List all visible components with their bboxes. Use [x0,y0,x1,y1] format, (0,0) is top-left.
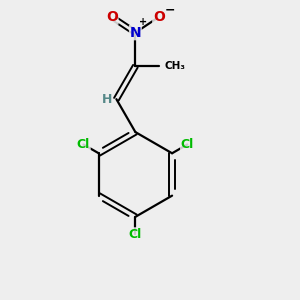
Text: H: H [102,93,112,106]
Text: Cl: Cl [77,138,90,151]
Text: CH₃: CH₃ [165,61,186,71]
Text: O: O [106,10,118,24]
Text: Cl: Cl [181,138,194,151]
Text: +: + [139,17,147,27]
Text: N: N [130,26,141,40]
Text: Cl: Cl [129,228,142,241]
Text: −: − [164,4,175,17]
Text: O: O [153,10,165,24]
